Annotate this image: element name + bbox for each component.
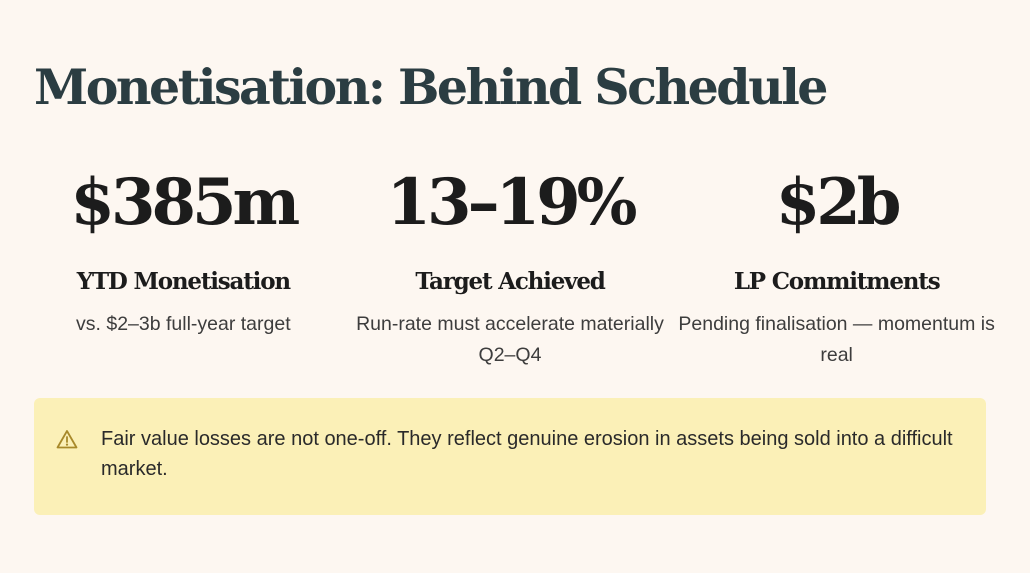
stats-row: $385m YTD Monetisation vs. $2–3b full-ye… bbox=[20, 163, 1000, 371]
stat-lp-commitments: $2b LP Commitments Pending finalisation … bbox=[673, 163, 1000, 371]
stat-description: Pending finalisation — momentum is real bbox=[678, 313, 995, 366]
stat-description: vs. $2–3b full-year target bbox=[76, 313, 291, 335]
stat-description: Run-rate must accelerate materially Q2–Q… bbox=[356, 313, 664, 366]
callout-text: Fair value losses are not one-off. They … bbox=[101, 428, 953, 480]
stat-value: $385m bbox=[70, 165, 300, 240]
stat-label: Target Achieved bbox=[415, 268, 606, 295]
stat-label: LP Commitments bbox=[733, 268, 941, 295]
stat-value: $2b bbox=[775, 165, 902, 240]
warning-icon bbox=[56, 429, 78, 449]
warning-callout: Fair value losses are not one-off. They … bbox=[34, 398, 986, 515]
page-title: Monetisation: Behind Schedule bbox=[34, 58, 829, 116]
stat-label: YTD Monetisation bbox=[76, 268, 291, 295]
stat-value: 13–19% bbox=[386, 165, 638, 240]
stat-target-achieved: 13–19% Target Achieved Run-rate must acc… bbox=[347, 163, 674, 371]
stat-ytd-monetisation: $385m YTD Monetisation vs. $2–3b full-ye… bbox=[20, 163, 347, 371]
